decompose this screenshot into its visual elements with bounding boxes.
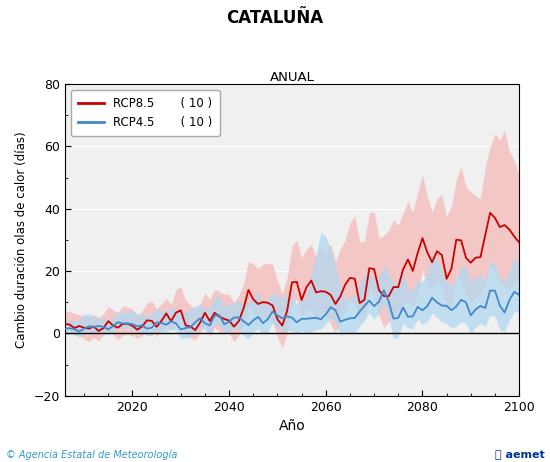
Text: Ⓚ aemet: Ⓚ aemet	[495, 450, 544, 460]
Y-axis label: Cambio duración olas de calor (días): Cambio duración olas de calor (días)	[15, 132, 28, 348]
X-axis label: Año: Año	[279, 419, 305, 433]
Text: © Agencia Estatal de Meteorología: © Agencia Estatal de Meteorología	[6, 449, 177, 460]
Legend: RCP8.5       ( 10 ), RCP4.5       ( 10 ): RCP8.5 ( 10 ), RCP4.5 ( 10 )	[71, 90, 219, 136]
Title: ANUAL: ANUAL	[270, 71, 315, 84]
Text: CATALUÑA: CATALUÑA	[227, 9, 323, 27]
